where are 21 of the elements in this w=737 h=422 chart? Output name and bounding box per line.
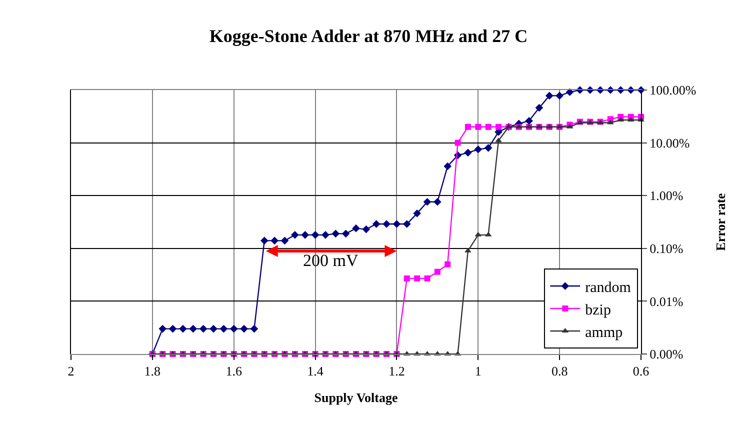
x-axis-title: Supply Voltage bbox=[314, 390, 398, 406]
x-tick-label: 2 bbox=[68, 364, 74, 379]
y-tick-label: 0.01% bbox=[650, 294, 684, 309]
x-tick-label: 1 bbox=[474, 364, 482, 379]
legend-label: ammp bbox=[585, 324, 623, 341]
x-tick-label: 1.2 bbox=[388, 364, 405, 379]
x-tick-label: 1.6 bbox=[226, 364, 242, 379]
y-tick-label: 10.00% bbox=[650, 135, 690, 150]
y-axis-title: Error rate bbox=[712, 192, 728, 251]
x-tick-label: 0.6 bbox=[632, 364, 650, 379]
x-tick-label: 1.4 bbox=[307, 364, 324, 379]
y-tick-label: 0.10% bbox=[650, 240, 684, 256]
y-tick-label: 1.00% bbox=[650, 188, 684, 204]
legend-label: bzip bbox=[585, 302, 611, 318]
legend-label: random bbox=[585, 280, 632, 296]
y-tick-label: 0.00% bbox=[650, 346, 684, 362]
y-tick-label: 100.00% bbox=[650, 82, 696, 98]
annotation: 200 mV bbox=[303, 251, 359, 270]
chart-title: Kogge-Stone Adder at 870 MHz and 27 C bbox=[209, 26, 528, 46]
x-tick-label: 0.8 bbox=[551, 364, 568, 379]
x-tick-label: 1.8 bbox=[144, 364, 161, 379]
